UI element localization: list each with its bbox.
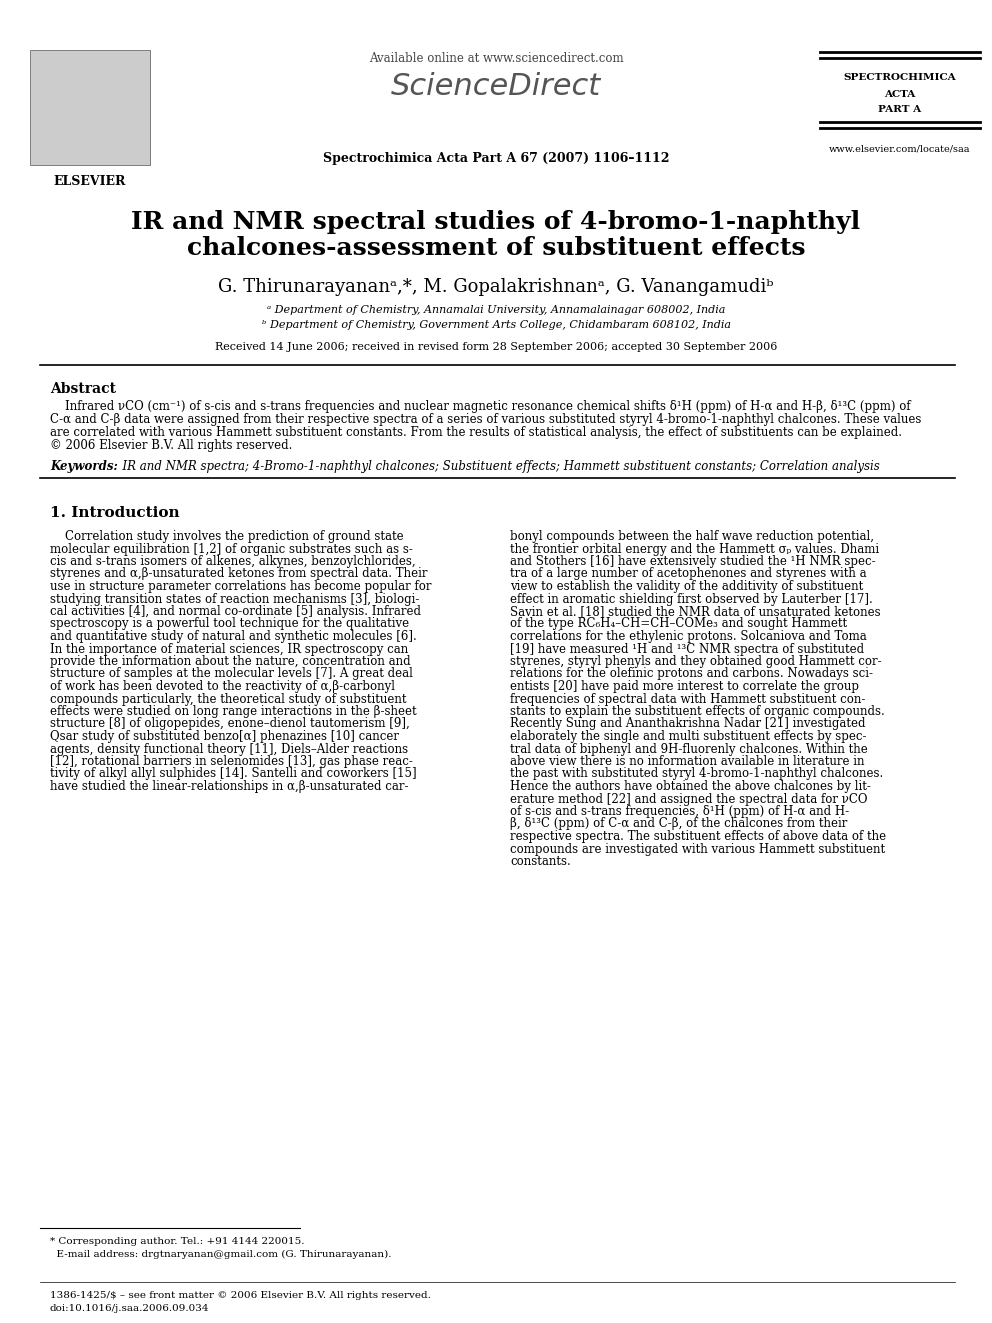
Text: view to establish the validity of the additivity of substituent: view to establish the validity of the ad… xyxy=(510,579,863,593)
Text: SPECTROCHIMICA: SPECTROCHIMICA xyxy=(843,73,956,82)
Bar xyxy=(30,50,150,165)
Text: chalcones-assessment of substituent effects: chalcones-assessment of substituent effe… xyxy=(186,235,806,261)
Text: tivity of alkyl allyl sulphides [14]. Santelli and coworkers [15]: tivity of alkyl allyl sulphides [14]. Sa… xyxy=(50,767,417,781)
Text: 1. Introduction: 1. Introduction xyxy=(50,505,180,520)
Text: Recently Sung and Ananthakrishna Nadar [21] investigated: Recently Sung and Ananthakrishna Nadar [… xyxy=(510,717,865,730)
Text: spectroscopy is a powerful tool technique for the qualitative: spectroscopy is a powerful tool techniqu… xyxy=(50,618,409,631)
Text: E-mail address: drgtnaryanan@gmail.com (G. Thirunarayanan).: E-mail address: drgtnaryanan@gmail.com (… xyxy=(50,1250,392,1259)
Text: correlations for the ethylenic protons. Solcaniova and Toma: correlations for the ethylenic protons. … xyxy=(510,630,867,643)
Text: the frontier orbital energy and the Hammett σₚ values. Dhami: the frontier orbital energy and the Hamm… xyxy=(510,542,879,556)
Text: cis and s-trans isomers of alkenes, alkynes, benzoylchlorides,: cis and s-trans isomers of alkenes, alky… xyxy=(50,556,416,568)
Text: structure [8] of oligopepides, enone–dienol tautomerism [9],: structure [8] of oligopepides, enone–die… xyxy=(50,717,410,730)
Text: compounds particularly, the theoretical study of substituent: compounds particularly, the theoretical … xyxy=(50,692,407,705)
Text: agents, density functional theory [11], Diels–Alder reactions: agents, density functional theory [11], … xyxy=(50,742,408,755)
Text: tral data of biphenyl and 9H-fluorenly chalcones. Within the: tral data of biphenyl and 9H-fluorenly c… xyxy=(510,742,868,755)
Text: studying transition states of reaction mechanisms [3], biologi-: studying transition states of reaction m… xyxy=(50,593,420,606)
Text: styrenes and α,β-unsaturated ketones from spectral data. Their: styrenes and α,β-unsaturated ketones fro… xyxy=(50,568,428,581)
Text: Received 14 June 2006; received in revised form 28 September 2006; accepted 30 S: Received 14 June 2006; received in revis… xyxy=(215,343,777,352)
Text: www.elsevier.com/locate/saa: www.elsevier.com/locate/saa xyxy=(829,146,971,153)
Text: erature method [22] and assigned the spectral data for νCO: erature method [22] and assigned the spe… xyxy=(510,792,867,806)
Text: Spectrochimica Acta Part A 67 (2007) 1106–1112: Spectrochimica Acta Part A 67 (2007) 110… xyxy=(322,152,670,165)
Text: tra of a large number of acetophenones and styrenes with a: tra of a large number of acetophenones a… xyxy=(510,568,867,581)
Text: elaborately the single and multi substituent effects by spec-: elaborately the single and multi substit… xyxy=(510,730,866,744)
Text: have studied the linear-relationships in α,β-unsaturated car-: have studied the linear-relationships in… xyxy=(50,781,409,792)
Text: of work has been devoted to the reactivity of α,β-carbonyl: of work has been devoted to the reactivi… xyxy=(50,680,395,693)
Text: molecular equilibration [1,2] of organic substrates such as s-: molecular equilibration [1,2] of organic… xyxy=(50,542,413,556)
Text: respective spectra. The substituent effects of above data of the: respective spectra. The substituent effe… xyxy=(510,830,886,843)
Text: [12], rotational barriers in selenomides [13], gas phase reac-: [12], rotational barriers in selenomides… xyxy=(50,755,413,767)
Text: cal activities [4], and normal co-ordinate [5] analysis. Infrared: cal activities [4], and normal co-ordina… xyxy=(50,605,421,618)
Text: bonyl compounds between the half wave reduction potential,: bonyl compounds between the half wave re… xyxy=(510,531,874,542)
Text: Qsar study of substituted benzo[α] phenazines [10] cancer: Qsar study of substituted benzo[α] phena… xyxy=(50,730,399,744)
Text: relations for the olefinic protons and carbons. Nowadays sci-: relations for the olefinic protons and c… xyxy=(510,668,873,680)
Text: Hence the authors have obtained the above chalcones by lit-: Hence the authors have obtained the abov… xyxy=(510,781,871,792)
Text: constants.: constants. xyxy=(510,855,570,868)
Text: Available online at www.sciencedirect.com: Available online at www.sciencedirect.co… xyxy=(369,52,623,65)
Text: C-α and C-β data were assigned from their respective spectra of a series of vari: C-α and C-β data were assigned from thei… xyxy=(50,413,922,426)
Text: Infrared νCO (cm⁻¹) of s-cis and s-trans frequencies and nuclear magnetic resona: Infrared νCO (cm⁻¹) of s-cis and s-trans… xyxy=(50,400,911,413)
Text: Abstract: Abstract xyxy=(50,382,116,396)
Text: IR and NMR spectral studies of 4-bromo-1-naphthyl: IR and NMR spectral studies of 4-bromo-1… xyxy=(131,210,861,234)
Text: stants to explain the substituent effects of organic compounds.: stants to explain the substituent effect… xyxy=(510,705,885,718)
Text: * Corresponding author. Tel.: +91 4144 220015.: * Corresponding author. Tel.: +91 4144 2… xyxy=(50,1237,305,1246)
Text: Keywords:: Keywords: xyxy=(50,460,118,474)
Text: © 2006 Elsevier B.V. All rights reserved.: © 2006 Elsevier B.V. All rights reserved… xyxy=(50,439,293,452)
Text: β, δ¹³C (ppm) of C-α and C-β, of the chalcones from their: β, δ¹³C (ppm) of C-α and C-β, of the cha… xyxy=(510,818,847,831)
Text: ACTA: ACTA xyxy=(885,90,916,99)
Text: and quantitative study of natural and synthetic molecules [6].: and quantitative study of natural and sy… xyxy=(50,630,417,643)
Text: effects were studied on long range interactions in the β-sheet: effects were studied on long range inter… xyxy=(50,705,417,718)
Text: structure of samples at the molecular levels [7]. A great deal: structure of samples at the molecular le… xyxy=(50,668,413,680)
Text: In the importance of material sciences, IR spectroscopy can: In the importance of material sciences, … xyxy=(50,643,409,655)
Text: ScienceDirect: ScienceDirect xyxy=(391,71,601,101)
Text: the past with substituted styryl 4-bromo-1-naphthyl chalcones.: the past with substituted styryl 4-bromo… xyxy=(510,767,883,781)
Text: Correlation study involves the prediction of ground state: Correlation study involves the predictio… xyxy=(50,531,404,542)
Text: ᵃ Department of Chemistry, Annamalai University, Annamalainagar 608002, India: ᵃ Department of Chemistry, Annamalai Uni… xyxy=(267,306,725,315)
Text: 1386-1425/$ – see front matter © 2006 Elsevier B.V. All rights reserved.: 1386-1425/$ – see front matter © 2006 El… xyxy=(50,1291,431,1301)
Text: IR and NMR spectra; 4-Bromo-1-naphthyl chalcones; Substituent effects; Hammett s: IR and NMR spectra; 4-Bromo-1-naphthyl c… xyxy=(115,460,880,474)
Text: doi:10.1016/j.saa.2006.09.034: doi:10.1016/j.saa.2006.09.034 xyxy=(50,1304,209,1312)
Text: entists [20] have paid more interest to correlate the group: entists [20] have paid more interest to … xyxy=(510,680,859,693)
Text: effect in aromatic shielding first observed by Lauterber [17].: effect in aromatic shielding first obser… xyxy=(510,593,873,606)
Text: of the type RC₆H₄–CH=CH–COMe₃ and sought Hammett: of the type RC₆H₄–CH=CH–COMe₃ and sought… xyxy=(510,618,847,631)
Text: of s-cis and s-trans frequencies, δ¹H (ppm) of H-α and H-: of s-cis and s-trans frequencies, δ¹H (p… xyxy=(510,804,849,818)
Text: use in structure parameter correlations has become popular for: use in structure parameter correlations … xyxy=(50,579,432,593)
Text: [19] have measured ¹H and ¹³C NMR spectra of substituted: [19] have measured ¹H and ¹³C NMR spectr… xyxy=(510,643,864,655)
Text: compounds are investigated with various Hammett substituent: compounds are investigated with various … xyxy=(510,843,885,856)
Text: Savin et al. [18] studied the NMR data of unsaturated ketones: Savin et al. [18] studied the NMR data o… xyxy=(510,605,881,618)
Text: styrenes, styryl phenyls and they obtained good Hammett cor-: styrenes, styryl phenyls and they obtain… xyxy=(510,655,882,668)
Text: above view there is no information available in literature in: above view there is no information avail… xyxy=(510,755,864,767)
Text: frequencies of spectral data with Hammett substituent con-: frequencies of spectral data with Hammet… xyxy=(510,692,865,705)
Text: PART A: PART A xyxy=(879,105,922,114)
Text: ELSEVIER: ELSEVIER xyxy=(54,175,126,188)
Text: ᵇ Department of Chemistry, Government Arts College, Chidambaram 608102, India: ᵇ Department of Chemistry, Government Ar… xyxy=(262,320,730,329)
Text: provide the information about the nature, concentration and: provide the information about the nature… xyxy=(50,655,411,668)
Text: are correlated with various Hammett substituent constants. From the results of s: are correlated with various Hammett subs… xyxy=(50,426,902,439)
Text: G. Thirunarayananᵃ,*, M. Gopalakrishnanᵃ, G. Vanangamudiᵇ: G. Thirunarayananᵃ,*, M. Gopalakrishnanᵃ… xyxy=(218,278,774,296)
Text: and Stothers [16] have extensively studied the ¹H NMR spec-: and Stothers [16] have extensively studi… xyxy=(510,556,876,568)
